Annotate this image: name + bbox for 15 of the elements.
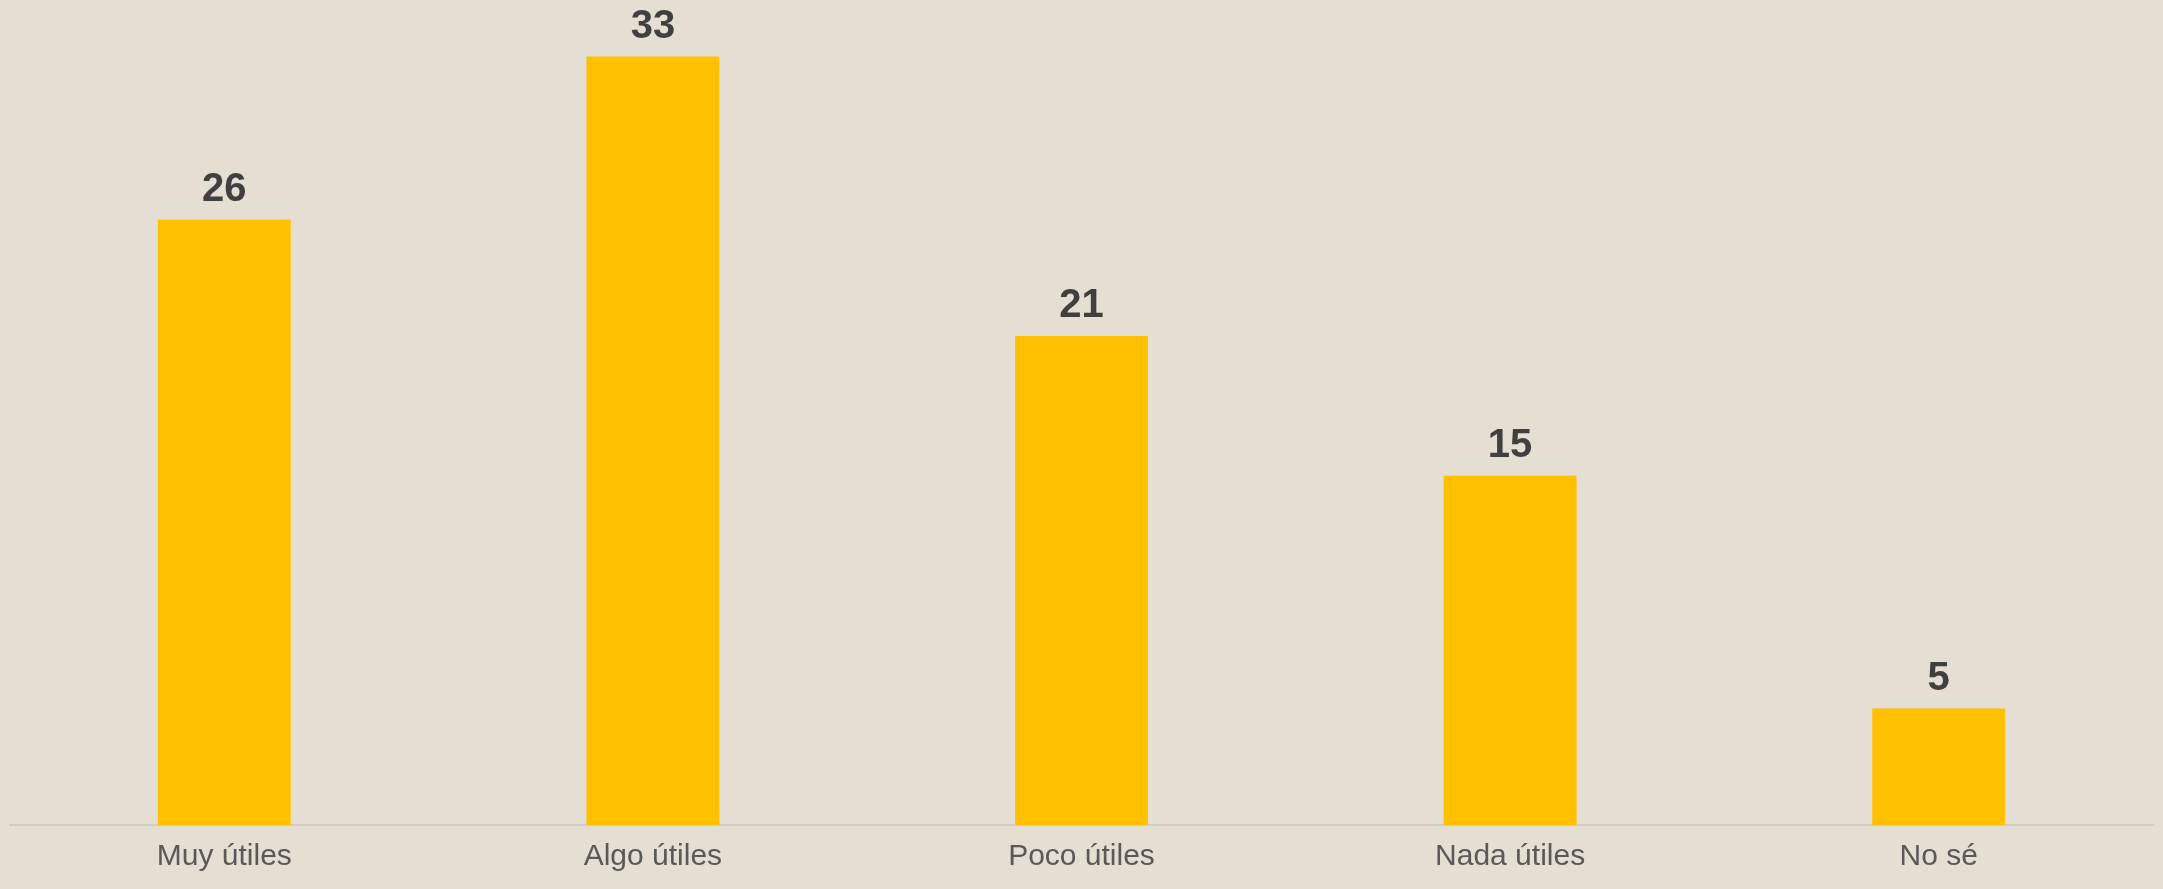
data-label: 5 [1927,653,1950,698]
x-tick-label: Nada útiles [1435,838,1586,872]
bar [586,56,720,825]
data-label: 15 [1487,420,1533,465]
bar [1015,336,1148,825]
data-label: 21 [1059,281,1104,326]
bar [1872,708,2006,825]
bar [157,219,291,825]
data-label: 26 [202,164,247,209]
x-tick-label: No sé [1899,838,1978,872]
x-tick-label: Algo útiles [583,838,723,872]
data-label: 33 [630,1,676,46]
x-tick-label: Poco útiles [1008,838,1155,872]
x-tick-label: Muy útiles [156,838,292,872]
bar [1443,475,1577,825]
